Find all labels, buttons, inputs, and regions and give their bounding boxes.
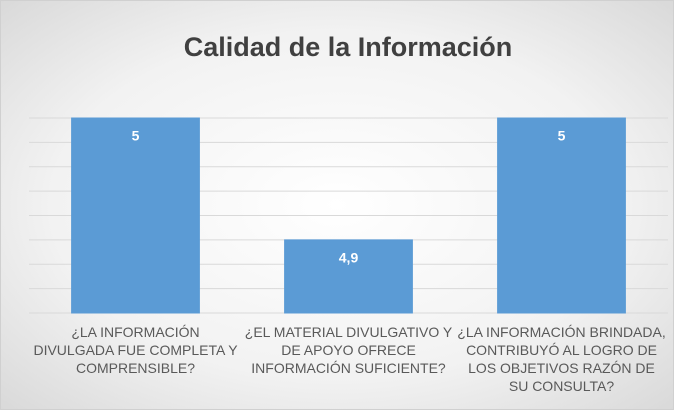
value-label: 4,9 [339,250,359,266]
x-tick-label: ¿EL MATERIAL DIVULGATIVO Y DE APOYO OFRE… [244,324,453,376]
bar [284,239,413,314]
bar [497,117,626,314]
value-label: 5 [558,128,566,144]
value-label: 5 [132,128,140,144]
bar [71,117,200,314]
x-tick-label: ¿LA INFORMACIÓN DIVULGADA FUE COMPLETA Y… [33,324,238,376]
chart-title: Calidad de la Información [184,32,513,62]
x-tick-label: ¿LA INFORMACIÓN BRINDADA, CONTRIBUYÓ AL … [457,324,666,394]
